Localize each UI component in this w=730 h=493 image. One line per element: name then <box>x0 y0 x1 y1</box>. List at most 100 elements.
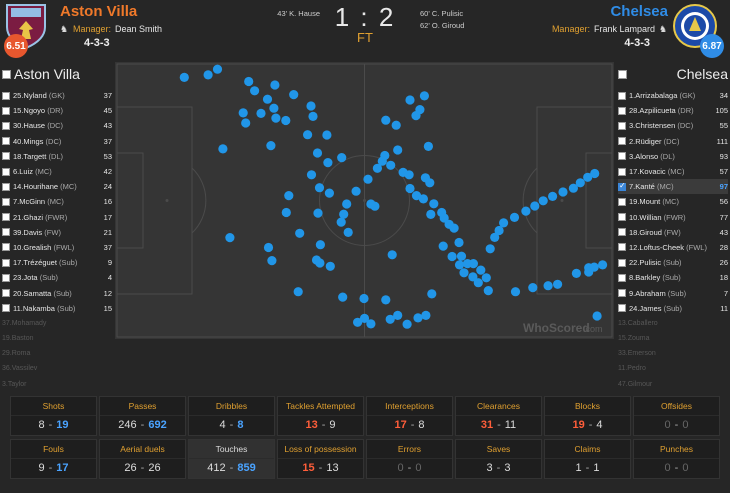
stat-possession_loss-box[interactable]: Loss of possession 15-13 <box>277 439 364 479</box>
player-checkbox[interactable] <box>2 213 10 222</box>
home-player-row[interactable]: 6.Luiz (MC) 42 <box>2 164 112 179</box>
touch-point <box>490 232 500 242</box>
player-checkbox[interactable] <box>2 304 10 313</box>
home-player-row[interactable]: 11.Nakamba (Sub) 15 <box>2 301 112 316</box>
away-player-row[interactable]: 1.Arrizabalaga (GK) 34 <box>618 88 728 103</box>
player-checkbox[interactable] <box>618 304 626 313</box>
home-player-row[interactable]: 23.Jota (Sub) 4 <box>2 270 112 285</box>
player-checkbox[interactable] <box>2 197 10 206</box>
player-name: 24.James (Sub) <box>629 304 710 313</box>
home-lineup: Aston Villa 25.Nyland (GK) 37 15.Ngoyo (DR… <box>2 64 112 392</box>
player-checkbox[interactable] <box>618 91 626 100</box>
home-team-name[interactable]: Aston Villa <box>60 3 138 20</box>
stat-errors-box[interactable]: Errors 0-0 <box>366 439 453 479</box>
stat-passes-box[interactable]: Passes 246-692 <box>99 396 186 436</box>
player-checkbox[interactable] <box>618 167 626 176</box>
home-player-row[interactable]: 10.Grealish (FWL) 37 <box>2 240 112 255</box>
stat-away-value: 3 <box>504 462 511 474</box>
player-checkbox[interactable] <box>2 152 10 161</box>
touch-point <box>393 310 403 320</box>
away-player-row[interactable]: 2.Rüdiger (DC) 111 <box>618 134 728 149</box>
home-player-row[interactable]: 25.Nyland (GK) 37 <box>2 88 112 103</box>
player-checkbox[interactable] <box>2 121 10 130</box>
player-checkbox[interactable] <box>618 243 626 252</box>
stat-tackles-box[interactable]: Tackles Attempted 13-9 <box>277 396 364 436</box>
player-checkbox[interactable] <box>2 258 10 267</box>
home-select-all-checkbox[interactable] <box>2 69 11 79</box>
touch-point <box>387 250 397 260</box>
stat-punches-box[interactable]: Punches 0-0 <box>633 439 720 479</box>
away-player-row[interactable]: 7.Kanté (MC) 97 <box>618 179 728 195</box>
stat-clearances-box[interactable]: Clearances 31-11 <box>455 396 542 436</box>
away-player-row[interactable]: 24.James (Sub) 11 <box>618 301 728 316</box>
stat-shots-box[interactable]: Shots 8-19 <box>10 396 97 436</box>
touch-point <box>366 319 376 329</box>
away-player-row[interactable]: 28.Azpilicueta (DR) 105 <box>618 103 728 118</box>
stat-dribbles-box[interactable]: Dribbles 4-8 <box>188 396 275 436</box>
stat-claims-box[interactable]: Claims 1-1 <box>544 439 631 479</box>
stat-label: Saves <box>456 440 541 459</box>
player-checkbox[interactable] <box>618 137 626 146</box>
stat-away-value: 8 <box>237 419 244 431</box>
away-player-row[interactable]: 18.Giroud (FW) 43 <box>618 225 728 240</box>
player-checkbox[interactable] <box>2 228 10 237</box>
touch-point <box>381 295 391 305</box>
stat-interceptions-box[interactable]: Interceptions 17-8 <box>366 396 453 436</box>
player-checkbox[interactable] <box>618 106 626 115</box>
player-checkbox[interactable] <box>2 106 10 115</box>
stat-touches-box[interactable]: Touches 412-859 <box>188 439 275 479</box>
home-player-row[interactable]: 18.Targett (DL) 53 <box>2 149 112 164</box>
stat-offsides-box[interactable]: Offsides 0-0 <box>633 396 720 436</box>
stat-fouls-box[interactable]: Fouls 9-17 <box>10 439 97 479</box>
player-checkbox[interactable] <box>2 91 10 100</box>
stat-blocks-box[interactable]: Blocks 19-4 <box>544 396 631 436</box>
player-label: 18.Targett <box>13 151 47 161</box>
away-player-row[interactable]: 10.Willian (FWR) 77 <box>618 210 728 225</box>
away-player-row[interactable]: 3.Christensen (DC) 55 <box>618 118 728 133</box>
player-checkbox[interactable] <box>618 273 626 282</box>
away-player-row[interactable]: 17.Kovacic (MC) 57 <box>618 164 728 179</box>
player-checkbox[interactable] <box>2 182 10 191</box>
home-player-row[interactable]: 15.Ngoyo (DR) 45 <box>2 103 112 118</box>
touch-point <box>256 108 266 118</box>
player-checkbox[interactable] <box>618 121 626 130</box>
player-label: 28.Azpilicueta <box>629 106 676 116</box>
away-player-row[interactable]: 8.Barkley (Sub) 18 <box>618 270 728 285</box>
home-player-row[interactable]: 14.Hourihane (MC) 24 <box>2 179 112 194</box>
stat-saves-box[interactable]: Saves 3-3 <box>455 439 542 479</box>
away-select-all-checkbox[interactable] <box>618 69 627 79</box>
away-player-row[interactable]: 9.Abraham (Sub) 7 <box>618 285 728 300</box>
player-checkbox[interactable] <box>2 167 10 176</box>
away-player-row[interactable]: 12.Loftus-Cheek (FWL) 28 <box>618 240 728 255</box>
touch-point <box>336 217 346 227</box>
player-checkbox[interactable] <box>618 152 626 161</box>
away-player-row[interactable]: 3.Alonso (DL) 93 <box>618 149 728 164</box>
home-player-row[interactable]: 7.McGinn (MC) 16 <box>2 194 112 209</box>
stat-aerial-box[interactable]: Aerial duels 26-26 <box>99 439 186 479</box>
home-player-row[interactable]: 20.Samatta (Sub) 12 <box>2 285 112 300</box>
touch-point <box>405 183 415 194</box>
player-checkbox[interactable] <box>618 181 626 191</box>
player-checkbox[interactable] <box>2 289 10 298</box>
home-player-row[interactable]: 21.Ghazi (FWR) 17 <box>2 210 112 225</box>
player-name: 30.Hause (DC) <box>13 121 94 130</box>
stat-separator: - <box>318 462 323 474</box>
home-player-row[interactable]: 40.Mings (DC) 37 <box>2 134 112 149</box>
player-checkbox[interactable] <box>618 228 626 237</box>
away-player-row[interactable]: 22.Pulisic (Sub) 26 <box>618 255 728 270</box>
player-checkbox[interactable] <box>2 137 10 146</box>
stat-home-value: 15 <box>302 462 315 474</box>
away-player-row[interactable]: 19.Mount (MC) 56 <box>618 194 728 209</box>
home-player-row[interactable]: 17.Trézéguet (Sub) 9 <box>2 255 112 270</box>
away-team-name[interactable]: Chelsea <box>610 3 668 20</box>
touch-point <box>241 118 251 128</box>
home-player-row[interactable]: 30.Hause (DC) 43 <box>2 118 112 133</box>
player-checkbox[interactable] <box>618 289 626 298</box>
player-checkbox[interactable] <box>2 243 10 252</box>
player-position: (MC) <box>656 182 674 192</box>
player-checkbox[interactable] <box>618 258 626 267</box>
player-checkbox[interactable] <box>618 213 626 222</box>
home-player-row[interactable]: 39.Davis (FW) 21 <box>2 225 112 240</box>
player-checkbox[interactable] <box>2 273 10 282</box>
player-checkbox[interactable] <box>618 197 626 206</box>
